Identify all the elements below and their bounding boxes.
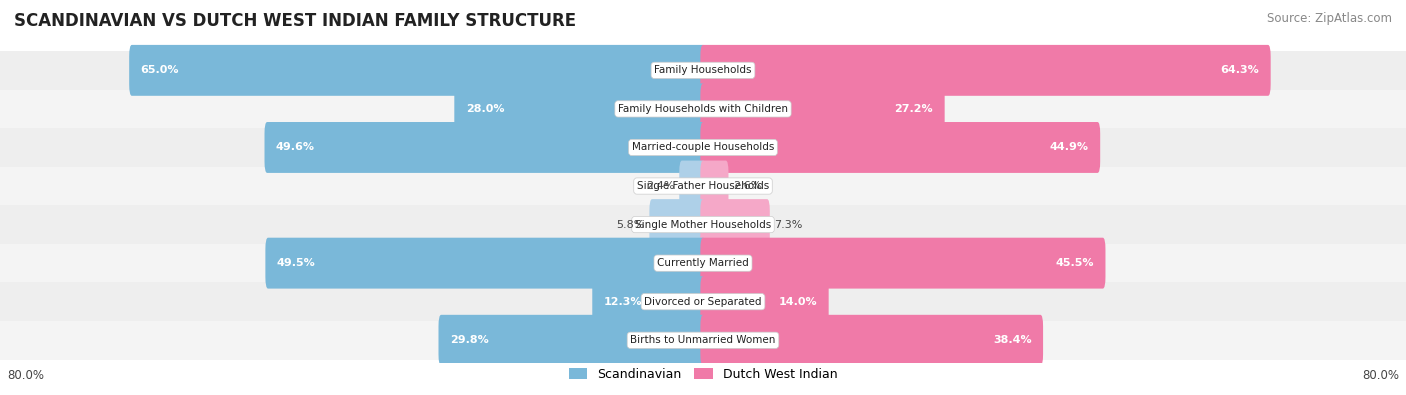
Text: 29.8%: 29.8% <box>450 335 489 345</box>
FancyBboxPatch shape <box>700 276 828 327</box>
Text: SCANDINAVIAN VS DUTCH WEST INDIAN FAMILY STRUCTURE: SCANDINAVIAN VS DUTCH WEST INDIAN FAMILY… <box>14 12 576 30</box>
Legend: Scandinavian, Dutch West Indian: Scandinavian, Dutch West Indian <box>565 364 841 385</box>
FancyBboxPatch shape <box>700 45 1271 96</box>
FancyBboxPatch shape <box>129 45 706 96</box>
Text: Family Households: Family Households <box>654 65 752 75</box>
Text: Source: ZipAtlas.com: Source: ZipAtlas.com <box>1267 12 1392 25</box>
FancyBboxPatch shape <box>700 315 1043 366</box>
Text: 49.6%: 49.6% <box>276 143 315 152</box>
Bar <box>0 90 1406 128</box>
Text: Currently Married: Currently Married <box>657 258 749 268</box>
Text: 65.0%: 65.0% <box>141 65 179 75</box>
Text: 49.5%: 49.5% <box>277 258 315 268</box>
Text: 14.0%: 14.0% <box>779 297 817 307</box>
Text: 28.0%: 28.0% <box>465 104 505 114</box>
Text: 27.2%: 27.2% <box>894 104 934 114</box>
Text: Births to Unmarried Women: Births to Unmarried Women <box>630 335 776 345</box>
FancyBboxPatch shape <box>592 276 706 327</box>
Text: 45.5%: 45.5% <box>1056 258 1094 268</box>
Text: 5.8%: 5.8% <box>617 220 645 229</box>
Text: 80.0%: 80.0% <box>7 369 44 382</box>
FancyBboxPatch shape <box>454 83 706 134</box>
Text: Married-couple Households: Married-couple Households <box>631 143 775 152</box>
FancyBboxPatch shape <box>700 238 1105 289</box>
Text: 80.0%: 80.0% <box>1362 369 1399 382</box>
Text: 2.4%: 2.4% <box>647 181 675 191</box>
Bar <box>0 167 1406 205</box>
Bar <box>0 51 1406 90</box>
Text: 64.3%: 64.3% <box>1220 65 1260 75</box>
Text: 7.3%: 7.3% <box>775 220 803 229</box>
Text: 12.3%: 12.3% <box>603 297 643 307</box>
FancyBboxPatch shape <box>700 83 945 134</box>
Text: 38.4%: 38.4% <box>993 335 1032 345</box>
FancyBboxPatch shape <box>700 122 1099 173</box>
FancyBboxPatch shape <box>700 199 770 250</box>
Text: Single Father Households: Single Father Households <box>637 181 769 191</box>
FancyBboxPatch shape <box>700 161 728 211</box>
Bar <box>0 244 1406 282</box>
Text: Single Mother Households: Single Mother Households <box>636 220 770 229</box>
Bar <box>0 205 1406 244</box>
Bar <box>0 282 1406 321</box>
Text: Family Households with Children: Family Households with Children <box>619 104 787 114</box>
Text: 2.6%: 2.6% <box>733 181 761 191</box>
FancyBboxPatch shape <box>264 122 706 173</box>
FancyBboxPatch shape <box>439 315 706 366</box>
FancyBboxPatch shape <box>679 161 706 211</box>
Bar <box>0 321 1406 359</box>
Text: 44.9%: 44.9% <box>1050 143 1088 152</box>
FancyBboxPatch shape <box>650 199 706 250</box>
FancyBboxPatch shape <box>266 238 706 289</box>
Bar <box>0 128 1406 167</box>
Text: Divorced or Separated: Divorced or Separated <box>644 297 762 307</box>
